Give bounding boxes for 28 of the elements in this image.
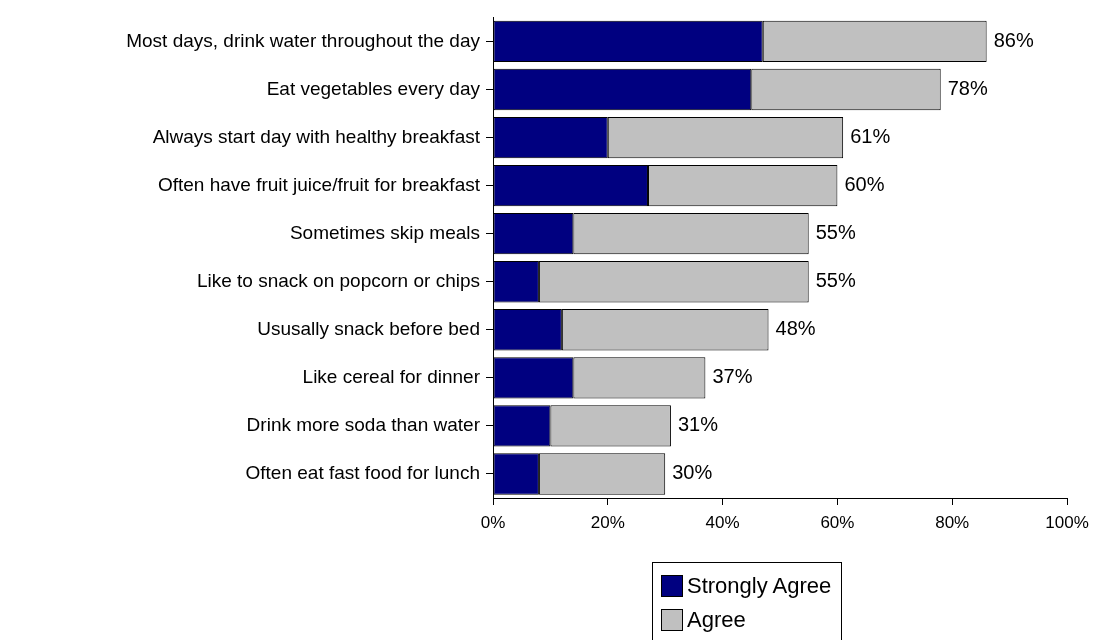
x-tick-label: 0% xyxy=(480,512,506,532)
total-label: 86% xyxy=(993,28,1034,51)
x-tick-label: 40% xyxy=(705,512,740,532)
total-label: 55% xyxy=(815,221,856,244)
y-tick-label: Ususally snack before bed xyxy=(257,318,480,340)
total-label: 48% xyxy=(775,317,816,340)
y-tick-label: Like cereal for dinner xyxy=(302,366,481,388)
x-tick-label: 60% xyxy=(820,512,855,532)
total-label: 31% xyxy=(677,413,719,436)
x-tick-label: 80% xyxy=(935,512,970,532)
total-label: 61% xyxy=(850,125,891,148)
legend-label: Agree xyxy=(687,607,746,633)
x-tick-label: 20% xyxy=(590,512,625,532)
total-label: 37% xyxy=(712,365,753,388)
y-tick-label: Always start day with healthy breakfast xyxy=(152,125,481,147)
y-tick-label: Drink more soda than water xyxy=(246,414,481,436)
y-tick-label: Often have fruit juice/fruit for breakfast xyxy=(157,173,481,195)
total-label: 55% xyxy=(815,269,856,292)
y-tick-label: Like to snack on popcorn or chips xyxy=(196,269,480,291)
total-label: 78% xyxy=(947,77,988,100)
total-label: 60% xyxy=(844,173,885,196)
x-tick-label: 100% xyxy=(1045,512,1089,532)
legend-label: Strongly Agree xyxy=(687,573,832,599)
y-tick-label: Eat vegetables every day xyxy=(266,77,481,99)
y-tick-label: Often eat fast food for lunch xyxy=(245,462,480,484)
y-tick-label: Most days, drink water throughout the day xyxy=(126,29,481,51)
total-label: 30% xyxy=(672,461,713,484)
y-tick-label: Sometimes skip meals xyxy=(289,221,480,243)
